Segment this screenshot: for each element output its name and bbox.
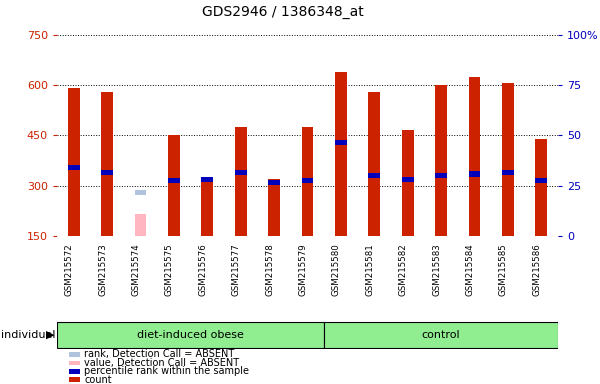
Bar — [368, 92, 380, 236]
Text: GSM215580: GSM215580 — [332, 243, 341, 296]
Bar — [68, 88, 80, 236]
Text: control: control — [422, 330, 460, 340]
Text: GSM215579: GSM215579 — [299, 243, 308, 296]
Bar — [469, 76, 481, 236]
Text: GSM215576: GSM215576 — [198, 243, 208, 296]
Text: GSM215575: GSM215575 — [165, 243, 174, 296]
Text: GSM215574: GSM215574 — [131, 243, 140, 296]
Bar — [435, 85, 447, 236]
Text: GSM215573: GSM215573 — [98, 243, 107, 296]
Text: GSM215586: GSM215586 — [532, 243, 541, 296]
Text: ▶: ▶ — [46, 330, 54, 340]
Text: GSM215572: GSM215572 — [65, 243, 74, 296]
Bar — [202, 177, 213, 236]
Bar — [502, 83, 514, 236]
Text: diet-induced obese: diet-induced obese — [137, 330, 244, 340]
Text: GSM215584: GSM215584 — [466, 243, 475, 296]
Bar — [402, 177, 413, 182]
Text: GSM215582: GSM215582 — [398, 243, 408, 296]
Bar — [168, 136, 180, 236]
Bar — [435, 173, 447, 178]
Bar — [535, 178, 547, 183]
Text: count: count — [84, 375, 112, 384]
Bar — [68, 165, 80, 170]
Text: GDS2946 / 1386348_at: GDS2946 / 1386348_at — [202, 5, 364, 19]
Bar — [134, 214, 146, 236]
Bar — [101, 170, 113, 175]
Bar — [324, 322, 558, 348]
Bar — [302, 178, 313, 183]
Bar — [202, 177, 213, 182]
Bar — [268, 179, 280, 236]
Bar — [402, 130, 413, 236]
Text: GSM215578: GSM215578 — [265, 243, 274, 296]
Text: GSM215583: GSM215583 — [432, 243, 441, 296]
Bar — [101, 92, 113, 236]
Bar — [235, 170, 247, 175]
Bar — [57, 322, 324, 348]
Text: GSM215581: GSM215581 — [365, 243, 374, 296]
Bar — [469, 172, 481, 177]
Bar — [235, 127, 247, 236]
Text: rank, Detection Call = ABSENT: rank, Detection Call = ABSENT — [84, 349, 234, 359]
Bar — [535, 139, 547, 236]
Text: value, Detection Call = ABSENT: value, Detection Call = ABSENT — [84, 358, 239, 368]
Text: percentile rank within the sample: percentile rank within the sample — [84, 366, 249, 376]
Text: GSM215577: GSM215577 — [232, 243, 241, 296]
Text: individual: individual — [1, 330, 56, 340]
Bar — [502, 170, 514, 175]
Bar — [302, 127, 313, 236]
Text: GSM215585: GSM215585 — [499, 243, 508, 296]
Bar — [134, 190, 146, 195]
Bar — [335, 71, 347, 236]
Bar — [268, 180, 280, 185]
Bar — [168, 178, 180, 183]
Bar — [335, 139, 347, 145]
Bar — [368, 173, 380, 178]
